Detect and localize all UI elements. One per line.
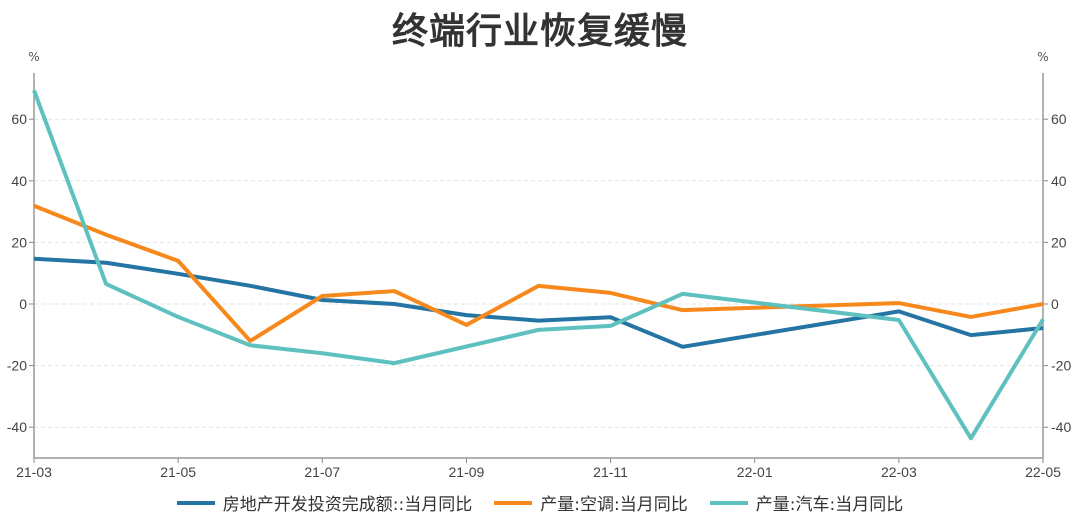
legend-item[interactable]: 房地产开发投资完成额::当月同比 [176, 490, 473, 515]
y-tick-label-right: 20 [1051, 234, 1067, 250]
y-tick-label-left: 20 [11, 234, 27, 250]
y-tick-label-left: -40 [7, 419, 27, 435]
x-tick-label: 22-05 [1025, 464, 1061, 480]
y-tick-label-right: -40 [1051, 419, 1071, 435]
x-tick-label: 21-07 [304, 464, 340, 480]
legend: 房地产开发投资完成额::当月同比 产量:空调:当月同比 产量:汽车:当月同比 [0, 490, 1080, 515]
y-tick-label-left: 40 [11, 173, 27, 189]
y-tick-label-right: 40 [1051, 173, 1067, 189]
y-tick-label-right: -20 [1051, 358, 1071, 374]
x-tick-label: 21-03 [16, 464, 52, 480]
legend-label: 房地产开发投资完成额::当月同比 [222, 495, 473, 515]
legend-item[interactable]: 产量:空调:当月同比 [494, 490, 688, 515]
x-tick-label: 21-11 [593, 464, 628, 480]
series-line-2 [32, 89, 1045, 441]
series-line-0 [33, 256, 1044, 349]
y-tick-label-left: -20 [7, 358, 27, 374]
x-tick-label: 22-03 [881, 464, 917, 480]
legend-swatch [709, 500, 748, 505]
y-tick-label-left: 0 [19, 296, 27, 312]
x-tick-label: 21-05 [160, 464, 196, 480]
legend-label: 产量:汽车:当月同比 [755, 495, 904, 515]
legend-item[interactable]: 产量:汽车:当月同比 [709, 490, 904, 515]
series-line-1 [33, 203, 1044, 343]
x-tick-label: 22-01 [737, 464, 773, 480]
y-tick-label-right: 0 [1051, 296, 1059, 312]
legend-swatch [494, 500, 533, 505]
y-unit-right: % [1037, 50, 1048, 64]
legend-label: 产量:空调:当月同比 [540, 495, 688, 515]
y-tick-label-right: 60 [1051, 111, 1067, 127]
chart-title: 终端行业恢复缓慢 [391, 11, 688, 52]
y-tick-label-left: 60 [11, 111, 27, 127]
y-unit-left: % [28, 50, 39, 64]
legend-swatch [176, 500, 215, 505]
x-tick-label: 21-09 [449, 464, 485, 480]
